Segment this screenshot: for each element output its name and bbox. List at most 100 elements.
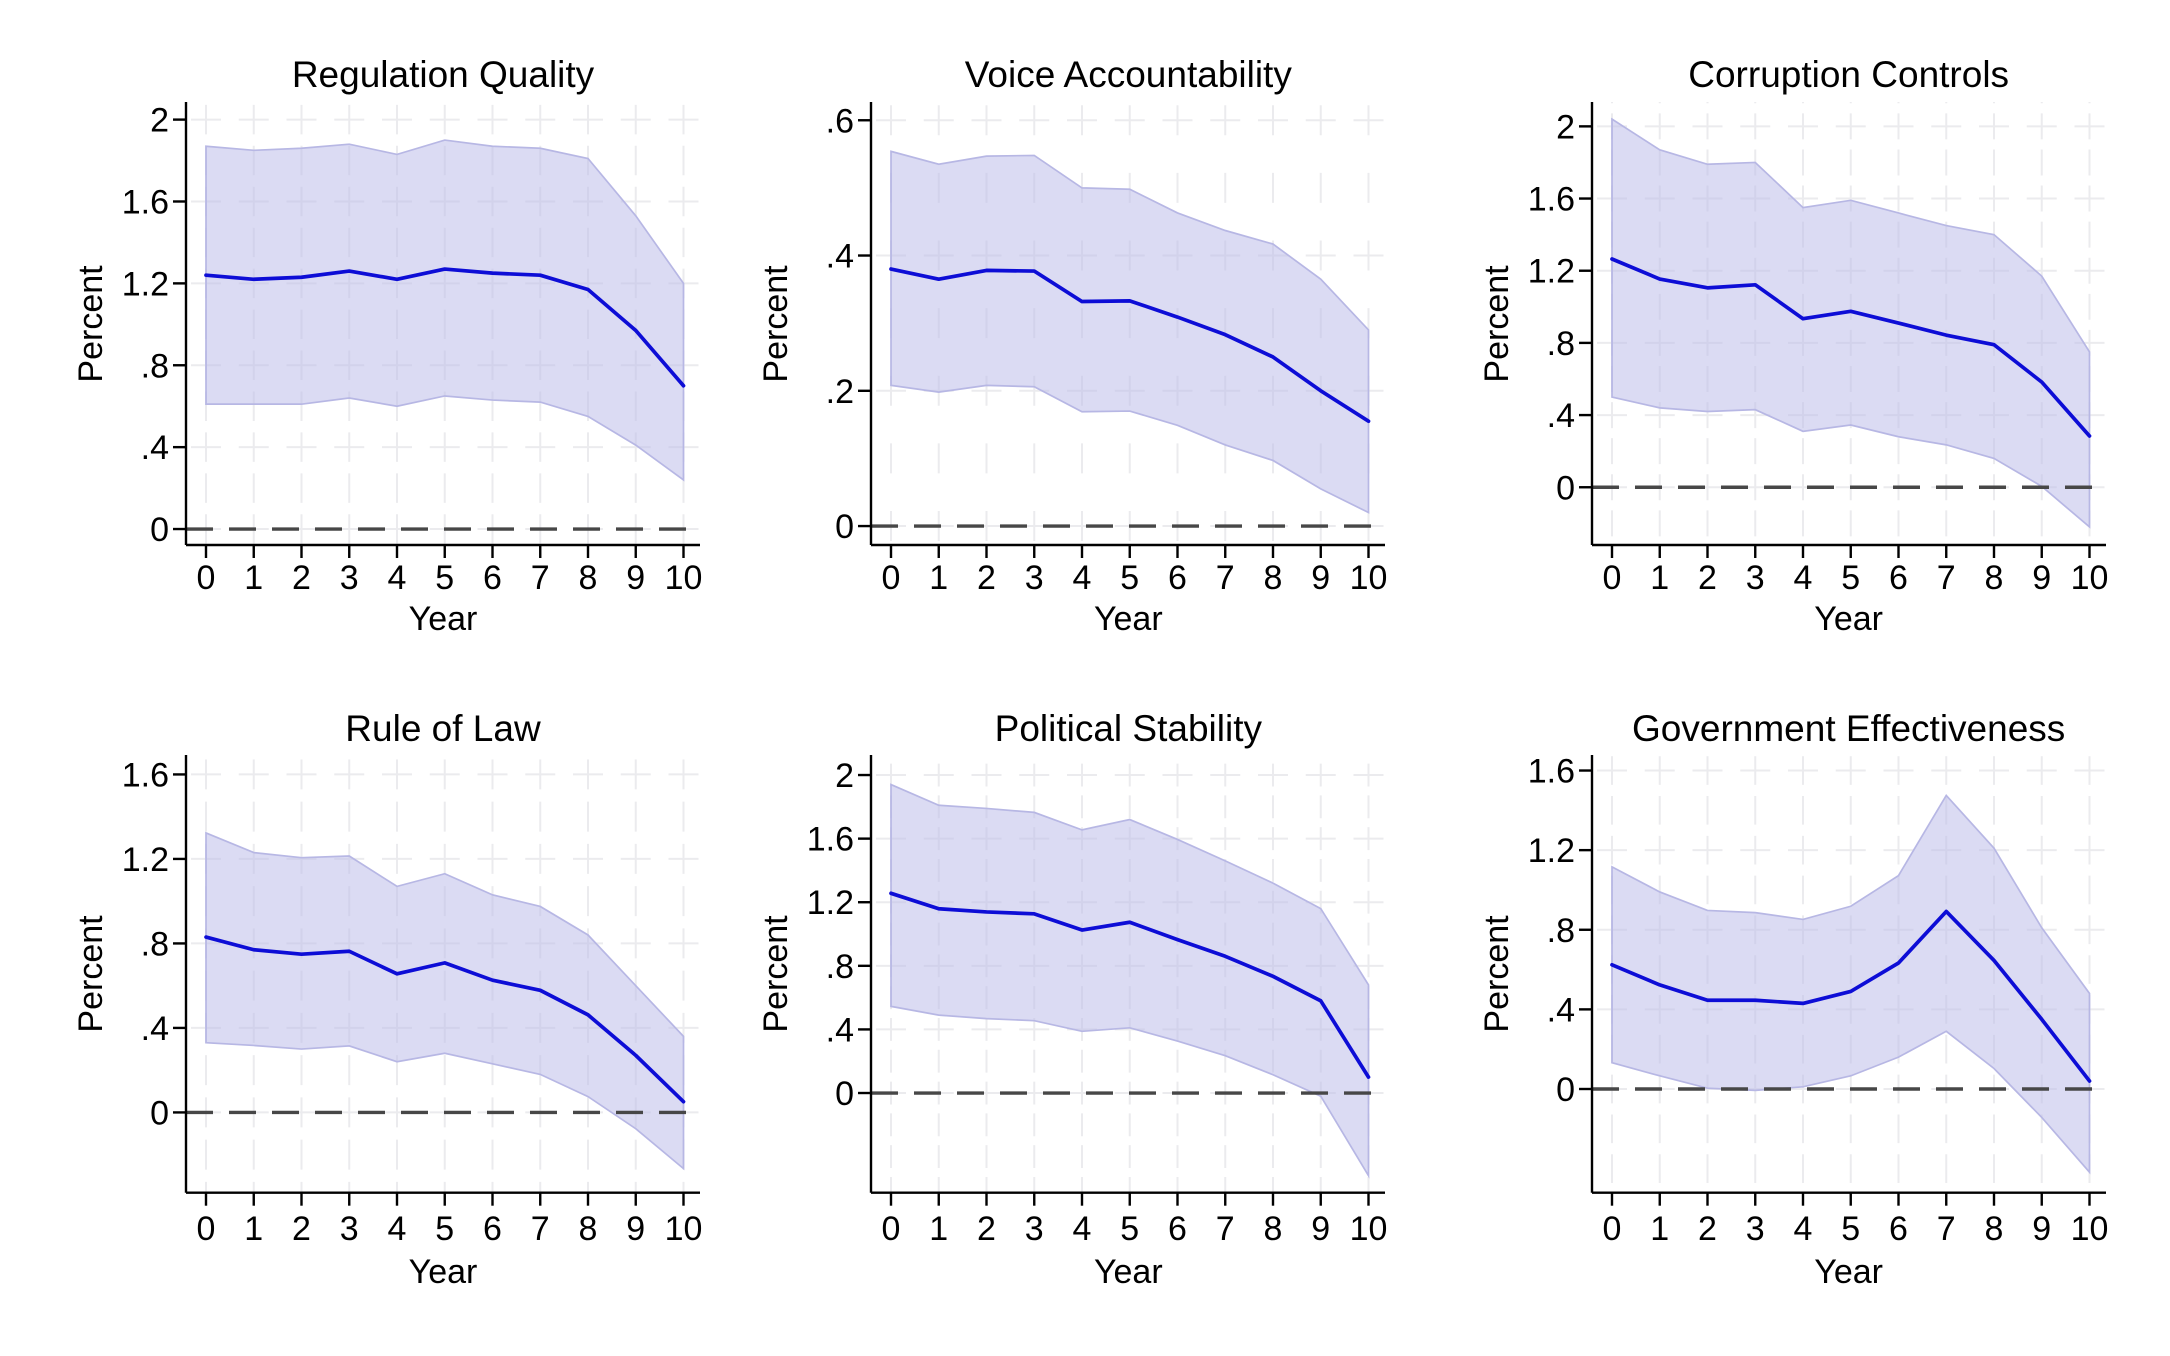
axes [1578,755,2106,1206]
y-tick-label: 1.2 [122,265,169,303]
x-tick-label: 3 [340,559,359,597]
x-tick-label: 1 [244,1210,263,1248]
x-tick-label: 7 [1216,1210,1235,1248]
y-tick-label: .4 [826,238,854,276]
y-tick-label: .4 [1546,397,1574,435]
x-tick-label: 8 [1984,1210,2003,1248]
x-tick-label: 10 [665,1210,703,1248]
chart-canvas: 0.2.4.60 1 2 3 4 5 6 7 8 9 10 [826,102,1388,597]
x-tick-label: 1 [1650,1210,1669,1248]
panel-title: Voice Accountability [964,54,1292,95]
x-tick-label: 7 [1216,559,1235,597]
x-axis-title: Year [1093,1253,1163,1291]
x-tick-label: 10 [665,559,703,597]
x-tick-label: 10 [2070,1210,2108,1248]
axes [1578,102,2106,558]
panel-corruption-controls: Corruption Controls Percent Year 0.4.8 1.… [1447,0,2170,678]
x-tick-label: 0 [1602,559,1621,597]
x-tick-label: 9 [1312,1210,1331,1248]
x-tick-label: 2 [977,559,996,597]
x-tick-label: 5 [1121,559,1140,597]
y-tick-label: .8 [141,347,169,385]
x-tick-label: 10 [1350,559,1388,597]
y-tick-label: .8 [1546,912,1574,950]
x-axis-title: Year [408,600,478,638]
x-tick-label: 6 [1889,559,1908,597]
axes [858,102,1386,558]
x-tick-label: 6 [1889,1210,1908,1248]
x-tick-label: 0 [882,1210,901,1248]
x-tick-label: 2 [1698,559,1717,597]
y-tick-label: 0 [1556,1071,1575,1109]
panel-political-stability: Political Stability Percent Year 0.4.8 1.… [723,678,1446,1356]
x-tick-label: 3 [340,1210,359,1248]
x-tick-label: 7 [531,559,550,597]
x-tick-label: 7 [531,1210,550,1248]
confidence-band [1610,117,2091,529]
y-tick-label: .8 [1546,325,1574,363]
panel-title: Government Effectiveness [1632,708,2066,749]
x-tick-label: 9 [2032,1210,2051,1248]
y-tick-label: .4 [1546,991,1574,1029]
axes [858,755,1386,1206]
y-tick-label: 1.2 [1527,832,1574,870]
y-tick-label: .6 [826,102,854,140]
x-tick-label: 9 [626,559,645,597]
x-tick-label: 4 [1073,1210,1092,1248]
chart-canvas: 0.4.81.21.60 1 2 3 4 5 6 7 8 9 10 [122,755,703,1248]
x-tick-label: 6 [483,559,502,597]
y-tick-label: .8 [826,948,854,986]
x-tick-label: 4 [1073,559,1092,597]
response-line [1609,257,2092,438]
x-tick-label: 4 [1793,1210,1812,1248]
x-tick-label: 2 [292,1210,311,1248]
x-tick-label: 6 [483,1210,502,1248]
x-tick-label: 6 [1168,1210,1187,1248]
x-tick-label: 0 [197,559,216,597]
x-tick-label: 7 [1936,559,1955,597]
panel-voice-accountability: Voice Accountability Percent Year 0.2.4.… [723,0,1446,678]
panel-title: Rule of Law [345,708,541,749]
confidence-band [205,831,685,1171]
y-tick-label: 1.6 [1527,753,1574,791]
x-tick-label: 5 [1841,559,1860,597]
y-tick-label: 1.2 [122,841,169,879]
y-tick-label: 0 [835,508,854,546]
chart-canvas: 0.4.81.21.60 1 2 3 4 5 6 7 8 9 10 [1527,753,2108,1248]
x-tick-label: 5 [1841,1210,1860,1248]
y-tick-label: 0 [835,1075,854,1113]
response-line [1609,909,2092,1083]
y-tick-label: .2 [826,373,854,411]
x-tick-label: 10 [2070,559,2108,597]
y-tick-label: 1.6 [807,821,854,859]
y-tick-label: .4 [141,429,169,467]
chart-canvas: 0.4.81.21.620 1 2 3 4 5 6 7 8 9 10 [807,755,1388,1248]
x-tick-label: 1 [244,559,263,597]
x-tick-label: 0 [882,559,901,597]
confidence-band [205,139,685,482]
x-tick-label: 10 [1350,1210,1388,1248]
response-line [889,891,1371,1079]
x-tick-label: 9 [2032,559,2051,597]
x-tick-label: 6 [1168,559,1187,597]
y-tick-label: 1.2 [1527,253,1574,291]
x-tick-label: 1 [1650,559,1669,597]
panel-title: Political Stability [994,708,1262,749]
y-tick-label: 2 [835,757,854,795]
axes [172,755,700,1206]
y-tick-label: 0 [1556,469,1575,507]
y-tick-label: 1.6 [122,183,169,221]
x-axis-title: Year [408,1253,478,1291]
panel-regulation-quality: Regulation Quality Percent Year 0.4.8 1.2… [0,0,723,678]
x-tick-label: 3 [1025,559,1044,597]
confidence-band [890,783,1370,1179]
x-tick-label: 0 [1602,1210,1621,1248]
x-tick-label: 8 [1264,1210,1283,1248]
y-tick-label: .4 [826,1011,854,1049]
x-tick-label: 8 [1984,559,2003,597]
x-tick-label: 4 [1793,559,1812,597]
x-tick-label: 2 [1698,1210,1717,1248]
x-tick-label: 1 [930,559,949,597]
y-tick-label: .4 [141,1010,169,1048]
